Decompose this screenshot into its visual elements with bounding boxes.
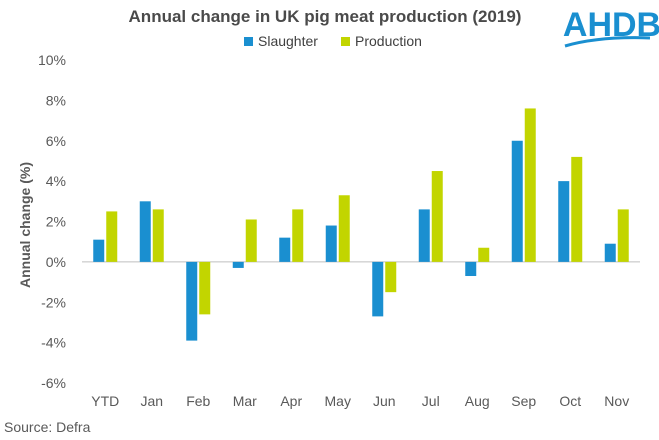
x-tick-label: Sep bbox=[511, 393, 536, 409]
bar-slaughter-jun bbox=[372, 261, 384, 317]
bar-slaughter-jan bbox=[139, 201, 151, 262]
bar-slaughter-ytd bbox=[93, 239, 105, 262]
bar-production-mar bbox=[245, 219, 257, 262]
bar-production-feb bbox=[199, 261, 211, 315]
bar-slaughter-oct bbox=[558, 181, 570, 262]
y-tick-label: 6% bbox=[46, 133, 66, 149]
legend-label-slaughter: Slaughter bbox=[258, 33, 318, 49]
x-tick-label: Aug bbox=[465, 393, 490, 409]
source-note: Source: Defra bbox=[4, 419, 91, 435]
legend-swatch-production bbox=[341, 37, 350, 46]
legend: Slaughter Production bbox=[244, 33, 422, 49]
x-axis: YTD Jan Feb Mar Apr May Jun Jul Aug Sep Oct Nov bbox=[91, 393, 629, 409]
y-tick-label: -4% bbox=[41, 335, 66, 351]
x-tick-label: Nov bbox=[604, 393, 629, 409]
bar-slaughter-aug bbox=[465, 261, 477, 277]
x-tick-label: Jun bbox=[373, 393, 396, 409]
ahdb-logo: AHDB bbox=[563, 6, 659, 48]
y-tick-label: 2% bbox=[46, 214, 66, 230]
legend-swatch-slaughter bbox=[244, 37, 253, 46]
bar-slaughter-feb bbox=[186, 261, 198, 341]
y-tick-label: 0% bbox=[46, 254, 66, 270]
x-tick-label: Oct bbox=[559, 393, 581, 409]
bar-production-ytd bbox=[106, 211, 118, 262]
bar-production-jun bbox=[385, 261, 397, 293]
x-tick-label: Jan bbox=[140, 393, 163, 409]
bar-slaughter-mar bbox=[232, 261, 244, 268]
y-tick-label: -6% bbox=[41, 375, 66, 391]
x-tick-label: Jul bbox=[422, 393, 440, 409]
bar-production-sep bbox=[524, 108, 536, 262]
legend-label-production: Production bbox=[355, 33, 422, 49]
bar-slaughter-apr bbox=[279, 237, 291, 262]
x-tick-label: May bbox=[325, 393, 351, 409]
bar-slaughter-nov bbox=[604, 243, 616, 262]
chart-title: Annual change in UK pig meat production … bbox=[129, 7, 522, 26]
y-tick-label: 10% bbox=[38, 52, 66, 68]
y-tick-label: 8% bbox=[46, 92, 66, 108]
x-tick-label: Feb bbox=[186, 393, 210, 409]
bar-production-apr bbox=[292, 209, 304, 262]
y-tick-label: 4% bbox=[46, 173, 66, 189]
bar-slaughter-sep bbox=[511, 140, 523, 262]
bar-production-jan bbox=[152, 209, 164, 262]
logo-swoosh-icon bbox=[564, 36, 651, 48]
bar-production-may bbox=[338, 195, 350, 262]
y-tick-label: -2% bbox=[41, 294, 66, 310]
bars bbox=[93, 108, 629, 341]
bar-production-nov bbox=[617, 209, 629, 262]
bar-production-jul bbox=[431, 171, 443, 262]
x-tick-label: Apr bbox=[280, 393, 302, 409]
y-axis: -6% -4% -2% 0% 2% 4% 6% 8% 10% bbox=[38, 52, 640, 391]
bar-slaughter-may bbox=[325, 225, 337, 262]
x-tick-label: YTD bbox=[91, 393, 119, 409]
bar-production-aug bbox=[478, 247, 490, 262]
bar-production-oct bbox=[571, 156, 583, 262]
bar-slaughter-jul bbox=[418, 209, 430, 262]
y-axis-label: Annual change (%) bbox=[17, 162, 33, 288]
x-tick-label: Mar bbox=[233, 393, 257, 409]
